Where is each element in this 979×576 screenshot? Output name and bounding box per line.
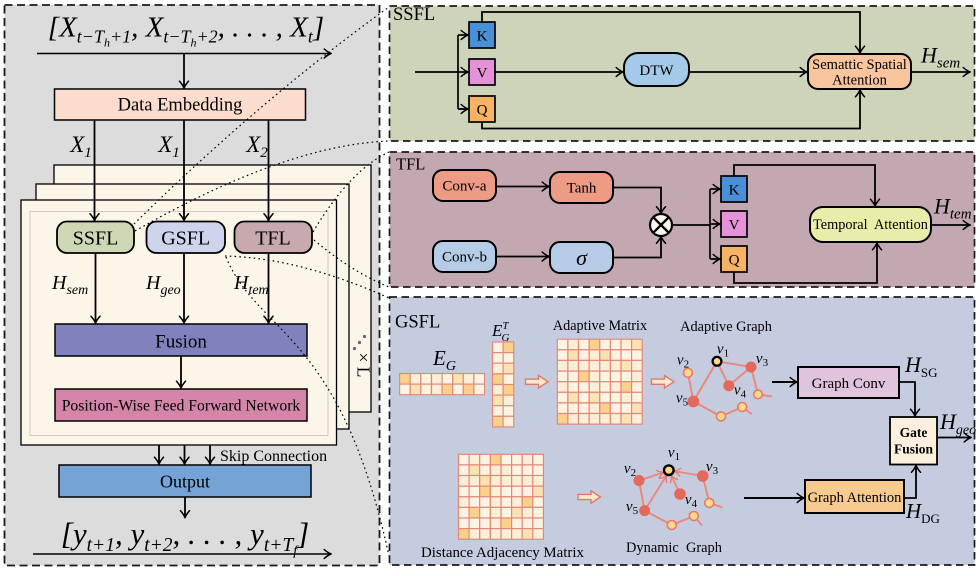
svg-text:Attention: Attention: [832, 73, 888, 89]
svg-text:Q: Q: [477, 103, 488, 119]
svg-text:× L: × L: [354, 353, 374, 378]
svg-text:Gate: Gate: [900, 425, 928, 440]
svg-text:Graph Attention: Graph Attention: [808, 490, 903, 506]
svg-text:GSFL: GSFL: [395, 313, 440, 333]
svg-text:Output: Output: [160, 472, 210, 492]
svg-text:Semattic Spatial: Semattic Spatial: [812, 57, 907, 73]
svg-text:Conv-b: Conv-b: [442, 250, 487, 266]
svg-text:SSFL: SSFL: [73, 228, 119, 250]
svg-text:Skip Connection: Skip Connection: [220, 448, 327, 465]
svg-text:K: K: [477, 29, 488, 45]
svg-text:V: V: [729, 218, 740, 234]
svg-text:K: K: [729, 183, 740, 199]
svg-text:Adaptive Matrix: Adaptive Matrix: [553, 318, 647, 334]
svg-text:Data Embedding: Data Embedding: [118, 96, 243, 116]
svg-text:Temporal Attention: Temporal Attention: [813, 217, 928, 233]
svg-text:Adaptive Graph: Adaptive Graph: [680, 319, 772, 335]
svg-text:Dynamic Graph: Dynamic Graph: [626, 540, 722, 556]
svg-text:TFL: TFL: [396, 155, 425, 174]
svg-text:GSFL: GSFL: [161, 228, 210, 250]
svg-text:[Xt−Th+1, Xt−Th+2, . . . , Xt]: [Xt−Th+1, Xt−Th+2, . . . , Xt]: [48, 12, 324, 50]
svg-text:SSFL: SSFL: [393, 5, 435, 25]
svg-text:V: V: [477, 66, 488, 82]
svg-text:Position-Wise Feed Forward Net: Position-Wise Feed Forward Network: [62, 398, 301, 415]
svg-text:DTW: DTW: [639, 63, 674, 79]
svg-text:Fusion: Fusion: [894, 442, 934, 457]
svg-text:Distance Adjacency Matrix: Distance Adjacency Matrix: [421, 545, 584, 561]
svg-text:HDG: HDG: [905, 499, 940, 526]
svg-text:TFL: TFL: [255, 228, 291, 250]
svg-text:Tanh: Tanh: [567, 181, 597, 197]
svg-text:Conv-a: Conv-a: [442, 179, 487, 195]
svg-text:Graph Conv: Graph Conv: [812, 376, 886, 392]
svg-text:ETG: ET G: [491, 320, 510, 344]
svg-text:Q: Q: [729, 253, 740, 269]
svg-text:Fusion: Fusion: [155, 332, 207, 353]
svg-text:σ: σ: [576, 245, 588, 270]
